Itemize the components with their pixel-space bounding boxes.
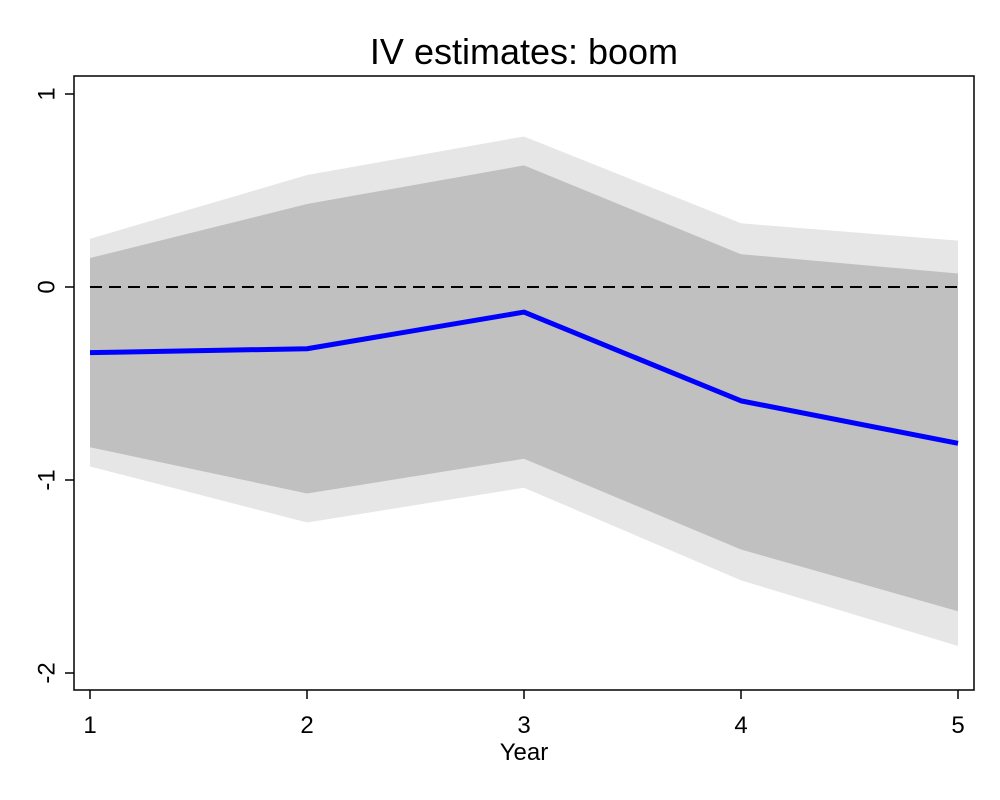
chart-title: IV estimates: boom	[370, 31, 678, 72]
confidence-band-2	[90, 165, 958, 612]
x-tick-label: 4	[734, 712, 747, 739]
estimate-lines	[89, 309, 959, 446]
y-tick-label: 0	[33, 280, 60, 293]
point-estimate-line	[89, 309, 959, 446]
y-tick-label: 1	[33, 87, 60, 100]
x-tick-label: 1	[83, 712, 96, 739]
confidence-bands	[90, 136, 958, 646]
x-tick-label: 2	[300, 712, 313, 739]
y-tick-label: -2	[33, 662, 60, 683]
y-axis: -2 -1 0 1	[33, 87, 74, 684]
x-tick-label: 3	[517, 712, 530, 739]
x-axis-title: Year	[500, 739, 549, 766]
x-tick-label: 5	[951, 712, 964, 739]
x-axis: 1 2 3 4 5	[83, 690, 965, 739]
y-tick-label: -1	[33, 469, 60, 490]
